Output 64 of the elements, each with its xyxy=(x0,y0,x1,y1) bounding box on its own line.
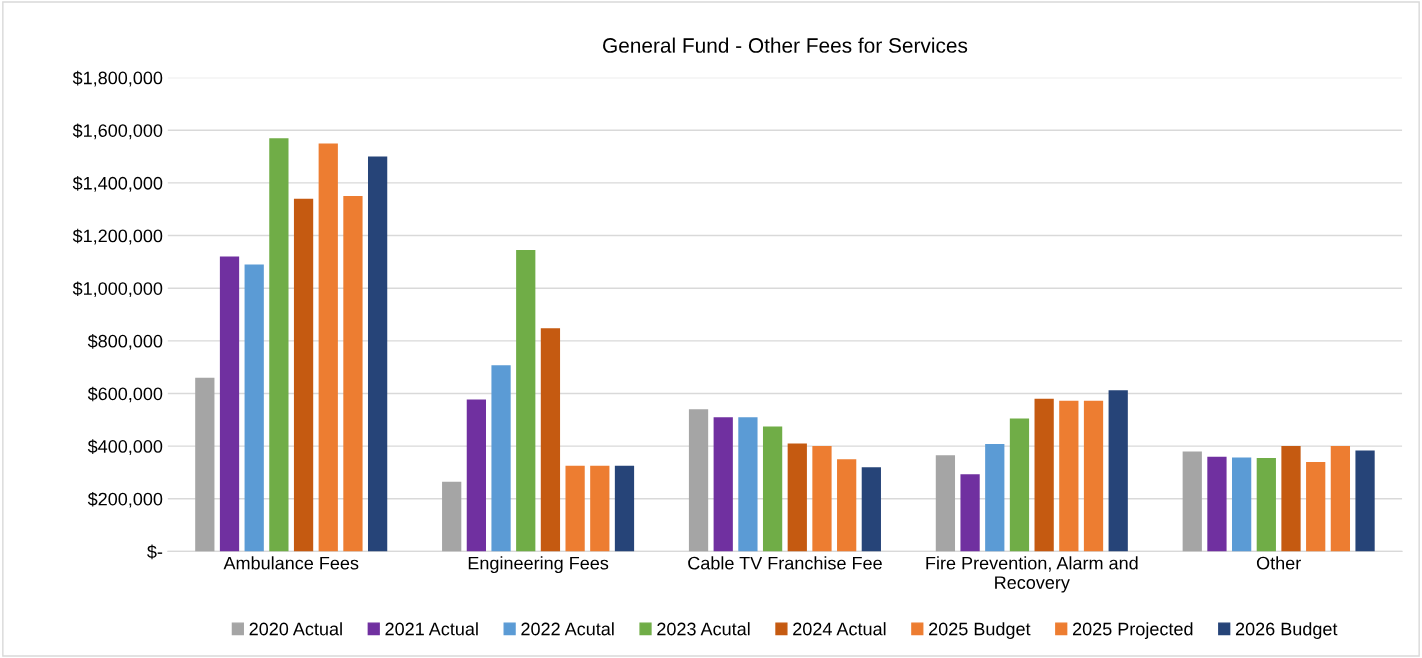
y-tick-label: $- xyxy=(147,544,163,560)
bar xyxy=(1281,446,1301,552)
legend-label: 2025 Budget xyxy=(929,622,1031,639)
bar xyxy=(269,138,289,552)
bar xyxy=(195,377,215,552)
bar xyxy=(244,264,264,552)
y-tick-label: $1,000,000 xyxy=(72,281,163,298)
bar xyxy=(861,467,881,552)
bar xyxy=(1355,450,1375,552)
bar xyxy=(985,444,1005,552)
bar xyxy=(590,465,610,552)
x-tick-label: Cable TV Franchise Fee xyxy=(688,556,882,570)
bar xyxy=(960,474,980,552)
bar xyxy=(1256,457,1276,552)
bar xyxy=(1034,398,1054,552)
legend-label: 2023 Acutal xyxy=(657,622,750,636)
y-tick-label: $1,200,000 xyxy=(72,228,163,245)
legend-label: 2020 Actual xyxy=(249,622,342,636)
bar xyxy=(614,465,635,552)
bar xyxy=(935,455,956,552)
y-tick-label: $200,000 xyxy=(87,491,163,508)
x-tick-label: Other xyxy=(1256,556,1301,570)
bar xyxy=(1108,390,1128,552)
chart-title: General Fund - Other Fees for Services xyxy=(603,37,968,53)
y-tick-label: $1,600,000 xyxy=(72,123,163,140)
legend-label: 2022 Acutal xyxy=(521,622,614,636)
bar xyxy=(1083,400,1104,552)
x-tick-label: Fire Prevention, Alarm and Recovery xyxy=(926,556,1138,593)
legend-label: 2024 Actual xyxy=(793,622,886,636)
bar xyxy=(565,465,585,552)
bar xyxy=(738,417,758,552)
bar xyxy=(762,426,783,552)
bar xyxy=(812,446,832,552)
bar xyxy=(293,198,314,552)
bar xyxy=(491,365,511,552)
legend-label: 2025 Projected xyxy=(1072,622,1193,639)
y-tick-label: $400,000 xyxy=(87,439,163,455)
y-tick-label: $1,400,000 xyxy=(72,176,163,192)
bar xyxy=(787,443,807,552)
bar xyxy=(368,156,388,552)
y-tick-label: $800,000 xyxy=(87,334,163,350)
bar xyxy=(540,328,561,552)
bar xyxy=(1330,446,1350,552)
legend-label: 2026 Budget xyxy=(1235,622,1338,639)
bar xyxy=(318,143,338,552)
bar xyxy=(1182,451,1202,552)
bar xyxy=(1306,461,1326,552)
bar xyxy=(219,256,240,552)
bar xyxy=(516,250,536,552)
bar xyxy=(1059,400,1079,552)
bar xyxy=(713,417,733,552)
x-tick-label: Ambulance Fees xyxy=(223,556,359,570)
bar xyxy=(343,196,363,552)
legend-label: 2021 Actual xyxy=(385,622,478,636)
bar xyxy=(688,409,709,552)
bar xyxy=(442,481,462,552)
bar xyxy=(837,459,857,552)
y-tick-label: $600,000 xyxy=(87,386,163,403)
x-tick-label: Engineering Fees xyxy=(468,556,609,574)
bar xyxy=(466,399,486,552)
bar xyxy=(1232,457,1252,552)
y-tick-label: $1,800,000 xyxy=(72,70,163,87)
bar xyxy=(1009,418,1030,552)
bar xyxy=(1207,456,1227,552)
